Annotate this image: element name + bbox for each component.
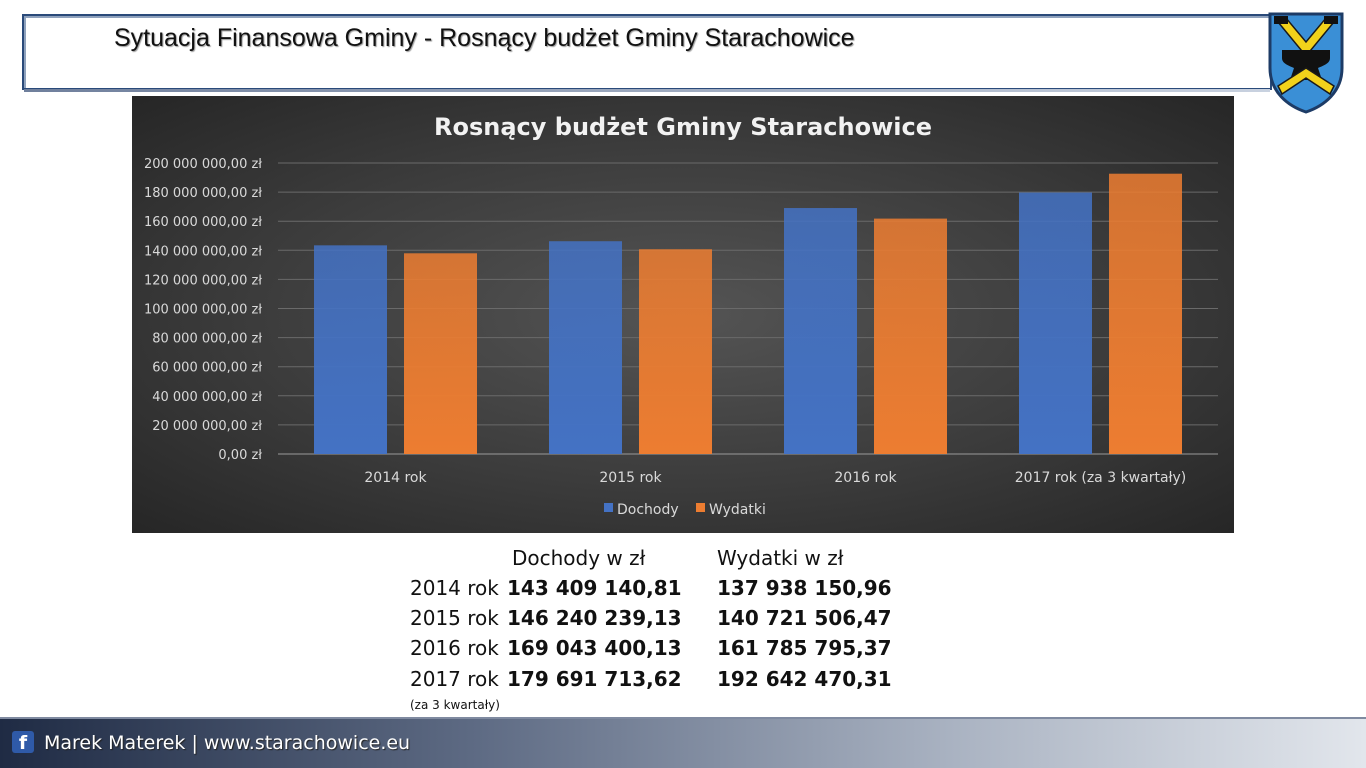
bar-wydatki [404,253,477,454]
summary-header-wydatki: Wydatki w zł [717,546,844,570]
slide-title: Sytuacja Finansowa Gminy - Rosnący budże… [114,24,855,52]
bar-dochody [1019,192,1092,454]
summary-row-dochody: 179 691 713,62 [507,667,682,691]
y-tick-label: 0,00 zł [218,448,262,463]
summary-row-year: 2014 rok [410,576,499,600]
summary-row-wydatki: 137 938 150,96 [717,576,892,600]
summary-row-year: 2016 rok [410,636,499,660]
y-tick-label: 200 000 000,00 zł [144,157,262,172]
bar-wydatki [1109,173,1182,454]
bar-chart: Rosnący budżet Gminy Starachowice 0,00 zł… [144,113,1218,518]
bar-dochody [314,245,387,454]
x-tick-label: 2015 rok [599,470,662,486]
title-box [22,14,1272,92]
x-tick-label: 2017 rok (za 3 kwartały) [1015,470,1187,486]
facebook-icon[interactable]: f [12,731,34,754]
y-tick-label: 60 000 000,00 zł [152,361,262,376]
y-tick-label: 100 000 000,00 zł [144,303,262,318]
summary-header-dochody: Dochody w zł [512,546,646,570]
summary-note: (za 3 kwartały) [410,698,500,712]
bar-dochody [549,241,622,454]
summary-row-dochody: 143 409 140,81 [507,576,682,600]
y-tick-label: 140 000 000,00 zł [144,244,262,259]
y-tick-label: 40 000 000,00 zł [152,390,262,405]
summary-row-wydatki: 192 642 470,31 [717,667,892,691]
chart-title: Rosnący budżet Gminy Starachowice [434,113,932,141]
y-tick-label: 120 000 000,00 zł [144,273,262,288]
chart-panel: Rosnący budżet Gminy Starachowice 0,00 zł… [132,96,1234,533]
bar-dochody [784,208,857,454]
y-tick-label: 80 000 000,00 zł [152,332,262,347]
summary-row-wydatki: 140 721 506,47 [717,606,892,630]
summary-row-year: 2015 rok [410,606,499,630]
x-tick-label: 2014 rok [364,470,427,486]
legend-swatch-wydatki [696,503,705,512]
footer-text[interactable]: Marek Materek | www.starachowice.eu [44,732,411,754]
summary-row-dochody: 169 043 400,13 [507,636,682,660]
summary-row-year: 2017 rok [410,667,499,691]
x-tick-label: 2016 rok [834,470,897,486]
bar-wydatki [639,249,712,454]
legend-label-wydatki: Wydatki [709,502,766,518]
legend-label-dochody: Dochody [617,502,679,518]
y-tick-label: 20 000 000,00 zł [152,419,262,434]
y-tick-label: 160 000 000,00 zł [144,215,262,230]
legend-swatch-dochody [604,503,613,512]
starachowice-crest-icon [1268,12,1344,114]
summary-row-dochody: 146 240 239,13 [507,606,682,630]
summary-row-wydatki: 161 785 795,37 [717,636,892,660]
footer-bar: f Marek Materek | www.starachowice.eu [0,717,1366,768]
bar-wydatki [874,218,947,454]
y-tick-label: 180 000 000,00 zł [144,186,262,201]
